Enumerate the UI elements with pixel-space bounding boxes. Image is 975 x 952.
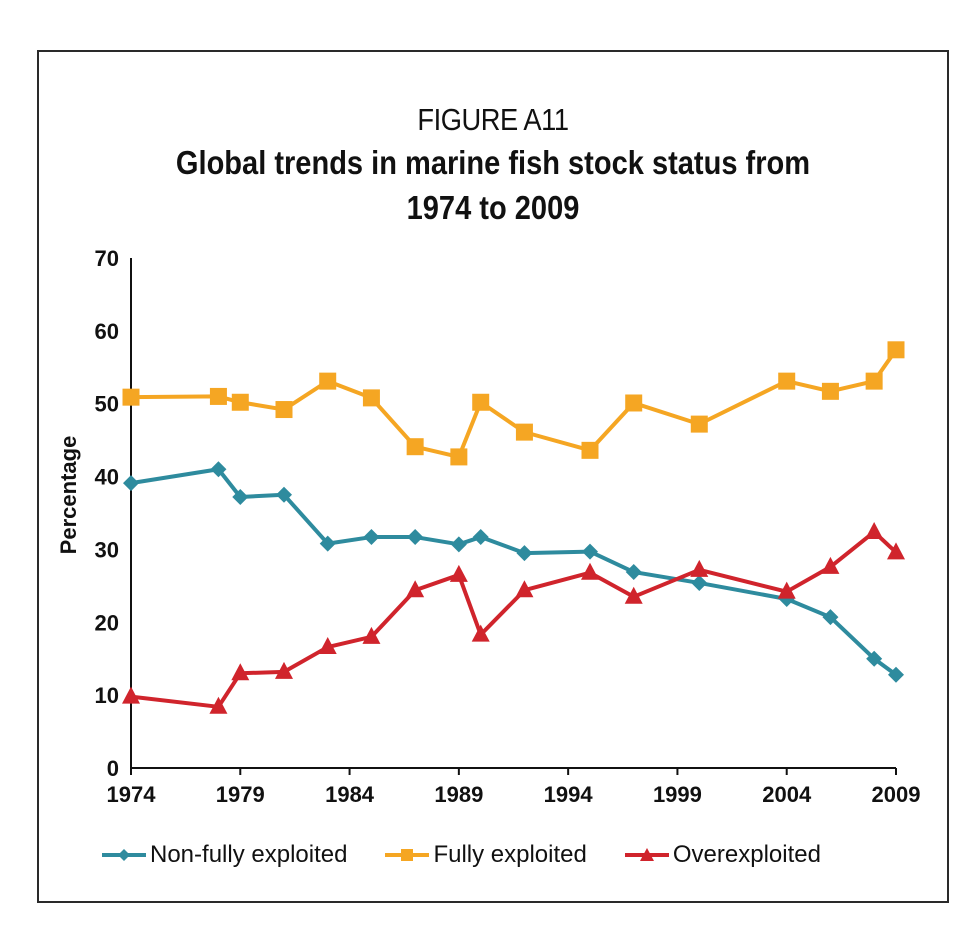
axes <box>130 258 896 769</box>
data-point-square <box>231 393 249 411</box>
data-point-triangle <box>887 542 905 560</box>
data-point-square <box>821 382 839 400</box>
chart-title-line-2: 1974 to 2009 <box>406 189 580 226</box>
x-ticks: 1974 1979 1984 1989 1994 1999 2004 2009 <box>107 768 921 807</box>
data-point-diamond <box>691 574 708 591</box>
data-point-square <box>865 372 883 390</box>
data-point-diamond <box>407 529 424 546</box>
data-point-square <box>406 438 424 456</box>
y-tick-label: 0 <box>107 756 119 781</box>
legend-item-fully-exploited: Fully exploited <box>383 841 587 869</box>
data-point-square <box>581 441 599 459</box>
y-ticks: 0 10 20 30 40 50 60 70 <box>95 246 119 781</box>
data-point-square <box>690 415 708 433</box>
x-tick-label: 1984 <box>325 782 375 807</box>
data-point-triangle <box>471 624 490 642</box>
legend-swatch-triangle-icon <box>624 848 669 861</box>
series-fully-exploited <box>122 341 905 466</box>
data-point-diamond <box>516 545 533 562</box>
data-point-triangle <box>690 559 709 577</box>
data-point-square <box>625 394 643 412</box>
figure-frame <box>37 50 949 903</box>
x-tick-label: 1994 <box>544 782 594 807</box>
y-axis-title: Percentage <box>56 436 81 555</box>
data-point-diamond <box>276 486 292 503</box>
data-point-diamond <box>822 609 839 626</box>
data-point-triangle <box>122 686 140 704</box>
data-point-square <box>122 388 140 406</box>
data-point-diamond <box>123 475 139 492</box>
x-tick-label: 1979 <box>216 782 265 807</box>
legend: Non-fully exploited Fully exploited Over… <box>100 838 950 872</box>
data-point-diamond <box>210 461 227 478</box>
data-point-diamond <box>888 666 904 683</box>
legend-label: Overexploited <box>672 841 821 868</box>
data-point-diamond <box>450 536 467 553</box>
data-point-diamond <box>866 650 883 667</box>
data-point-triangle <box>624 586 643 604</box>
data-point-triangle <box>515 580 534 598</box>
x-tick-label: 1974 <box>107 782 157 807</box>
legend-swatch-diamond-icon <box>102 849 146 861</box>
data-point-square <box>515 423 533 441</box>
y-tick-label: 30 <box>95 537 119 562</box>
figure-title-block: FIGURE A11 Global trends in marine fish … <box>37 100 949 230</box>
data-point-square <box>450 448 468 466</box>
series-layer <box>122 341 905 714</box>
y-tick-label: 50 <box>95 392 119 417</box>
series-overexploited <box>122 521 905 714</box>
legend-item-non-fully-exploited: Non-fully exploited <box>100 841 347 869</box>
series-line <box>130 529 898 709</box>
data-point-diamond <box>232 488 249 505</box>
data-point-square <box>778 372 796 390</box>
series-line <box>130 467 898 677</box>
data-point-triangle <box>275 661 293 679</box>
x-tick-label: 2009 <box>872 782 921 807</box>
legend-label: Fully exploited <box>433 841 587 868</box>
data-point-square <box>275 401 293 419</box>
figure-label: FIGURE A11 <box>417 102 569 137</box>
series-non-fully-exploited <box>123 461 904 683</box>
y-tick-label: 60 <box>95 319 119 344</box>
legend-swatch-square-icon <box>385 849 430 861</box>
chart-title-line-1: Global trends in marine fish stock statu… <box>175 144 811 181</box>
data-point-square <box>362 389 380 407</box>
data-point-square <box>472 393 490 411</box>
x-tick-label: 1999 <box>653 782 702 807</box>
data-point-triangle <box>449 564 468 582</box>
legend-item-overexploited: Overexploited <box>623 841 821 869</box>
y-tick-label: 10 <box>95 683 119 708</box>
data-point-triangle <box>209 696 228 714</box>
data-point-triangle <box>362 626 381 644</box>
data-point-square <box>887 341 905 359</box>
data-point-triangle <box>865 521 884 539</box>
data-point-triangle <box>406 580 425 598</box>
data-point-triangle <box>231 663 250 681</box>
data-point-triangle <box>581 562 599 580</box>
x-tick-label: 2004 <box>762 782 812 807</box>
data-point-triangle <box>821 556 840 574</box>
data-point-diamond <box>363 529 380 546</box>
data-point-diamond <box>472 529 489 546</box>
data-point-square <box>209 387 227 405</box>
y-tick-label: 40 <box>95 465 119 490</box>
y-tick-label: 70 <box>95 246 119 271</box>
legend-label: Non-fully exploited <box>150 841 348 868</box>
data-point-diamond <box>582 543 598 560</box>
data-point-diamond <box>319 535 336 552</box>
data-point-triangle <box>777 581 796 599</box>
data-point-diamond <box>625 564 642 581</box>
y-tick-label: 20 <box>95 610 119 635</box>
data-point-square <box>319 372 337 390</box>
x-tick-label: 1989 <box>434 782 483 807</box>
data-point-triangle <box>318 637 337 655</box>
